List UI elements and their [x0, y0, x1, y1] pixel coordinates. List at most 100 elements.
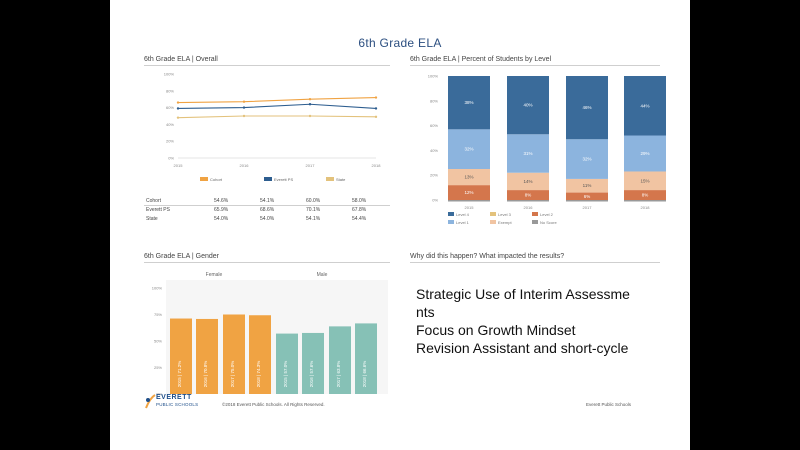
y-tick-label: 20% [166, 139, 174, 144]
gender-bar [196, 318, 218, 394]
segment-label: 44% [640, 103, 649, 108]
data-point [308, 98, 312, 101]
stacked-bar-segment [448, 76, 490, 130]
stacked-bar-segment [507, 190, 549, 200]
segment-label: 32% [464, 147, 473, 152]
legend-label: No Score [540, 220, 557, 225]
stacked-bar-segment [624, 171, 666, 191]
overall-panel-title: 6th Grade ELA | Overall [144, 56, 390, 66]
bar-data-label: 2018 | 66.6% [362, 361, 367, 387]
y-tick-label: 100% [428, 74, 439, 79]
stacked-bar-segment [624, 190, 666, 200]
segment-label: 31% [523, 151, 532, 156]
legend-swatch [532, 212, 538, 216]
y-tick-label: 100% [164, 72, 175, 77]
table-cell: 54.6% [214, 198, 229, 204]
bar-data-label: 2016 | 70.8% [203, 361, 208, 387]
slide-title: 6th Grade ELA [358, 36, 442, 50]
stacked-bar-base [448, 200, 490, 202]
level-panel-title: 6th Grade ELA | Percent of Students by L… [410, 56, 660, 66]
level-stacked-bar-chart: 100% 80% 60% 40% 20% 0% 12% 13% 32% 38% 2015 8% 14% 3… [428, 74, 666, 225]
x-tick-label: 2018 [641, 205, 651, 210]
data-point [176, 101, 180, 104]
data-point [308, 114, 312, 118]
y-tick-label: 60% [166, 105, 174, 110]
legend-label: Cohort [210, 177, 223, 182]
gender-panel-title: 6th Grade ELA | Gender [144, 253, 390, 263]
logo-line-2: PUBLIC SCHOOLS [156, 402, 199, 407]
legend-swatch [264, 177, 272, 181]
table-cell: 58.0% [352, 198, 367, 204]
gender-bar [249, 315, 271, 394]
y-tick-label: 60% [430, 123, 438, 128]
legend-swatch [326, 177, 334, 181]
reason-line: Strategic Use of Interim Assessme [416, 286, 630, 302]
bar-data-label: 2017 | 75.0% [230, 361, 235, 387]
gender-bar [276, 333, 298, 394]
legend-swatch [490, 212, 496, 216]
legend-swatch [200, 177, 208, 181]
stacked-bar-segment [566, 76, 608, 140]
legend-label: Exempt [498, 220, 512, 225]
legend-swatch [448, 212, 454, 216]
y-tick-label: 40% [166, 122, 174, 127]
bar-data-label: 2018 | 74.3% [256, 361, 261, 387]
gender-bar [355, 323, 377, 394]
stacked-bar-segment [624, 76, 666, 136]
legend-swatch [532, 220, 538, 224]
segment-label: 38% [464, 100, 473, 105]
y-tick-label: 50% [154, 339, 162, 344]
x-tick-label: 2018 [372, 163, 382, 168]
x-tick-label: 2015 [174, 163, 184, 168]
gender-bar [302, 332, 324, 394]
group-label: Female [206, 272, 223, 278]
legend-label: Level 1 [456, 220, 470, 225]
series-line [177, 115, 377, 119]
segment-label: 6% [584, 194, 591, 199]
y-tick-label: 20% [430, 173, 438, 178]
reason-line: Focus on Growth Mindset [416, 322, 576, 338]
table-cell: 60.0% [306, 198, 321, 204]
y-tick-label: 0% [168, 156, 174, 161]
legend-label: Level 4 [456, 212, 470, 217]
district-logo: EVERETT PUBLIC SCHOOLS [144, 394, 199, 412]
segment-label: 11% [583, 183, 592, 188]
x-tick-label: 2016 [524, 205, 534, 210]
data-point [176, 116, 180, 119]
reasons-list: Strategic Use of Interim Assessme nts Fo… [416, 285, 666, 357]
data-point [374, 115, 378, 119]
segment-label: 8% [642, 193, 649, 198]
legend-label: Level 3 [498, 212, 512, 217]
y-tick-label: 100% [152, 286, 163, 291]
table-row-label: Everett PS [146, 207, 170, 213]
table-cell: 54.4% [352, 216, 367, 222]
segment-label: 14% [523, 179, 532, 184]
legend-label: Everett PS [274, 177, 293, 182]
segment-label: 8% [525, 193, 532, 198]
x-tick-label: 2015 [465, 205, 475, 210]
table-cell: 70.1% [306, 207, 321, 213]
segment-label: 13% [464, 175, 473, 180]
stacked-bar-segment [507, 76, 549, 135]
data-point [374, 107, 378, 110]
y-tick-label: 80% [430, 98, 438, 103]
y-tick-label: 0% [156, 392, 162, 397]
bar-data-label: 2016 | 57.6% [309, 361, 314, 387]
gender-bar-chart: 100% 75% 50% 25% 0% Female Male 2015 | 71.2% 201… [152, 272, 388, 397]
series-line [177, 103, 377, 109]
table-cell: 68.6% [260, 207, 275, 213]
stacked-bar-segment [624, 135, 666, 172]
slide: 6th Grade ELA 6th Grade ELA | Overall 6t… [110, 0, 690, 450]
bar-data-label: 2015 | 71.2% [177, 361, 182, 387]
reason-line: nts [416, 304, 435, 320]
group-label: Male [317, 272, 328, 278]
footer-copyright: ©2018 Everett Public Schools. All Rights… [222, 402, 325, 407]
footer-right: Everett Public Schools [586, 402, 632, 407]
stacked-bar-segment [507, 172, 549, 191]
table-cell: 65.9% [214, 207, 229, 213]
question-panel-title: Why did this happen? What impacted the r… [410, 253, 660, 263]
segment-label: 40% [523, 103, 532, 108]
gender-bar [170, 318, 192, 394]
data-point [176, 107, 180, 110]
data-point [374, 96, 378, 99]
